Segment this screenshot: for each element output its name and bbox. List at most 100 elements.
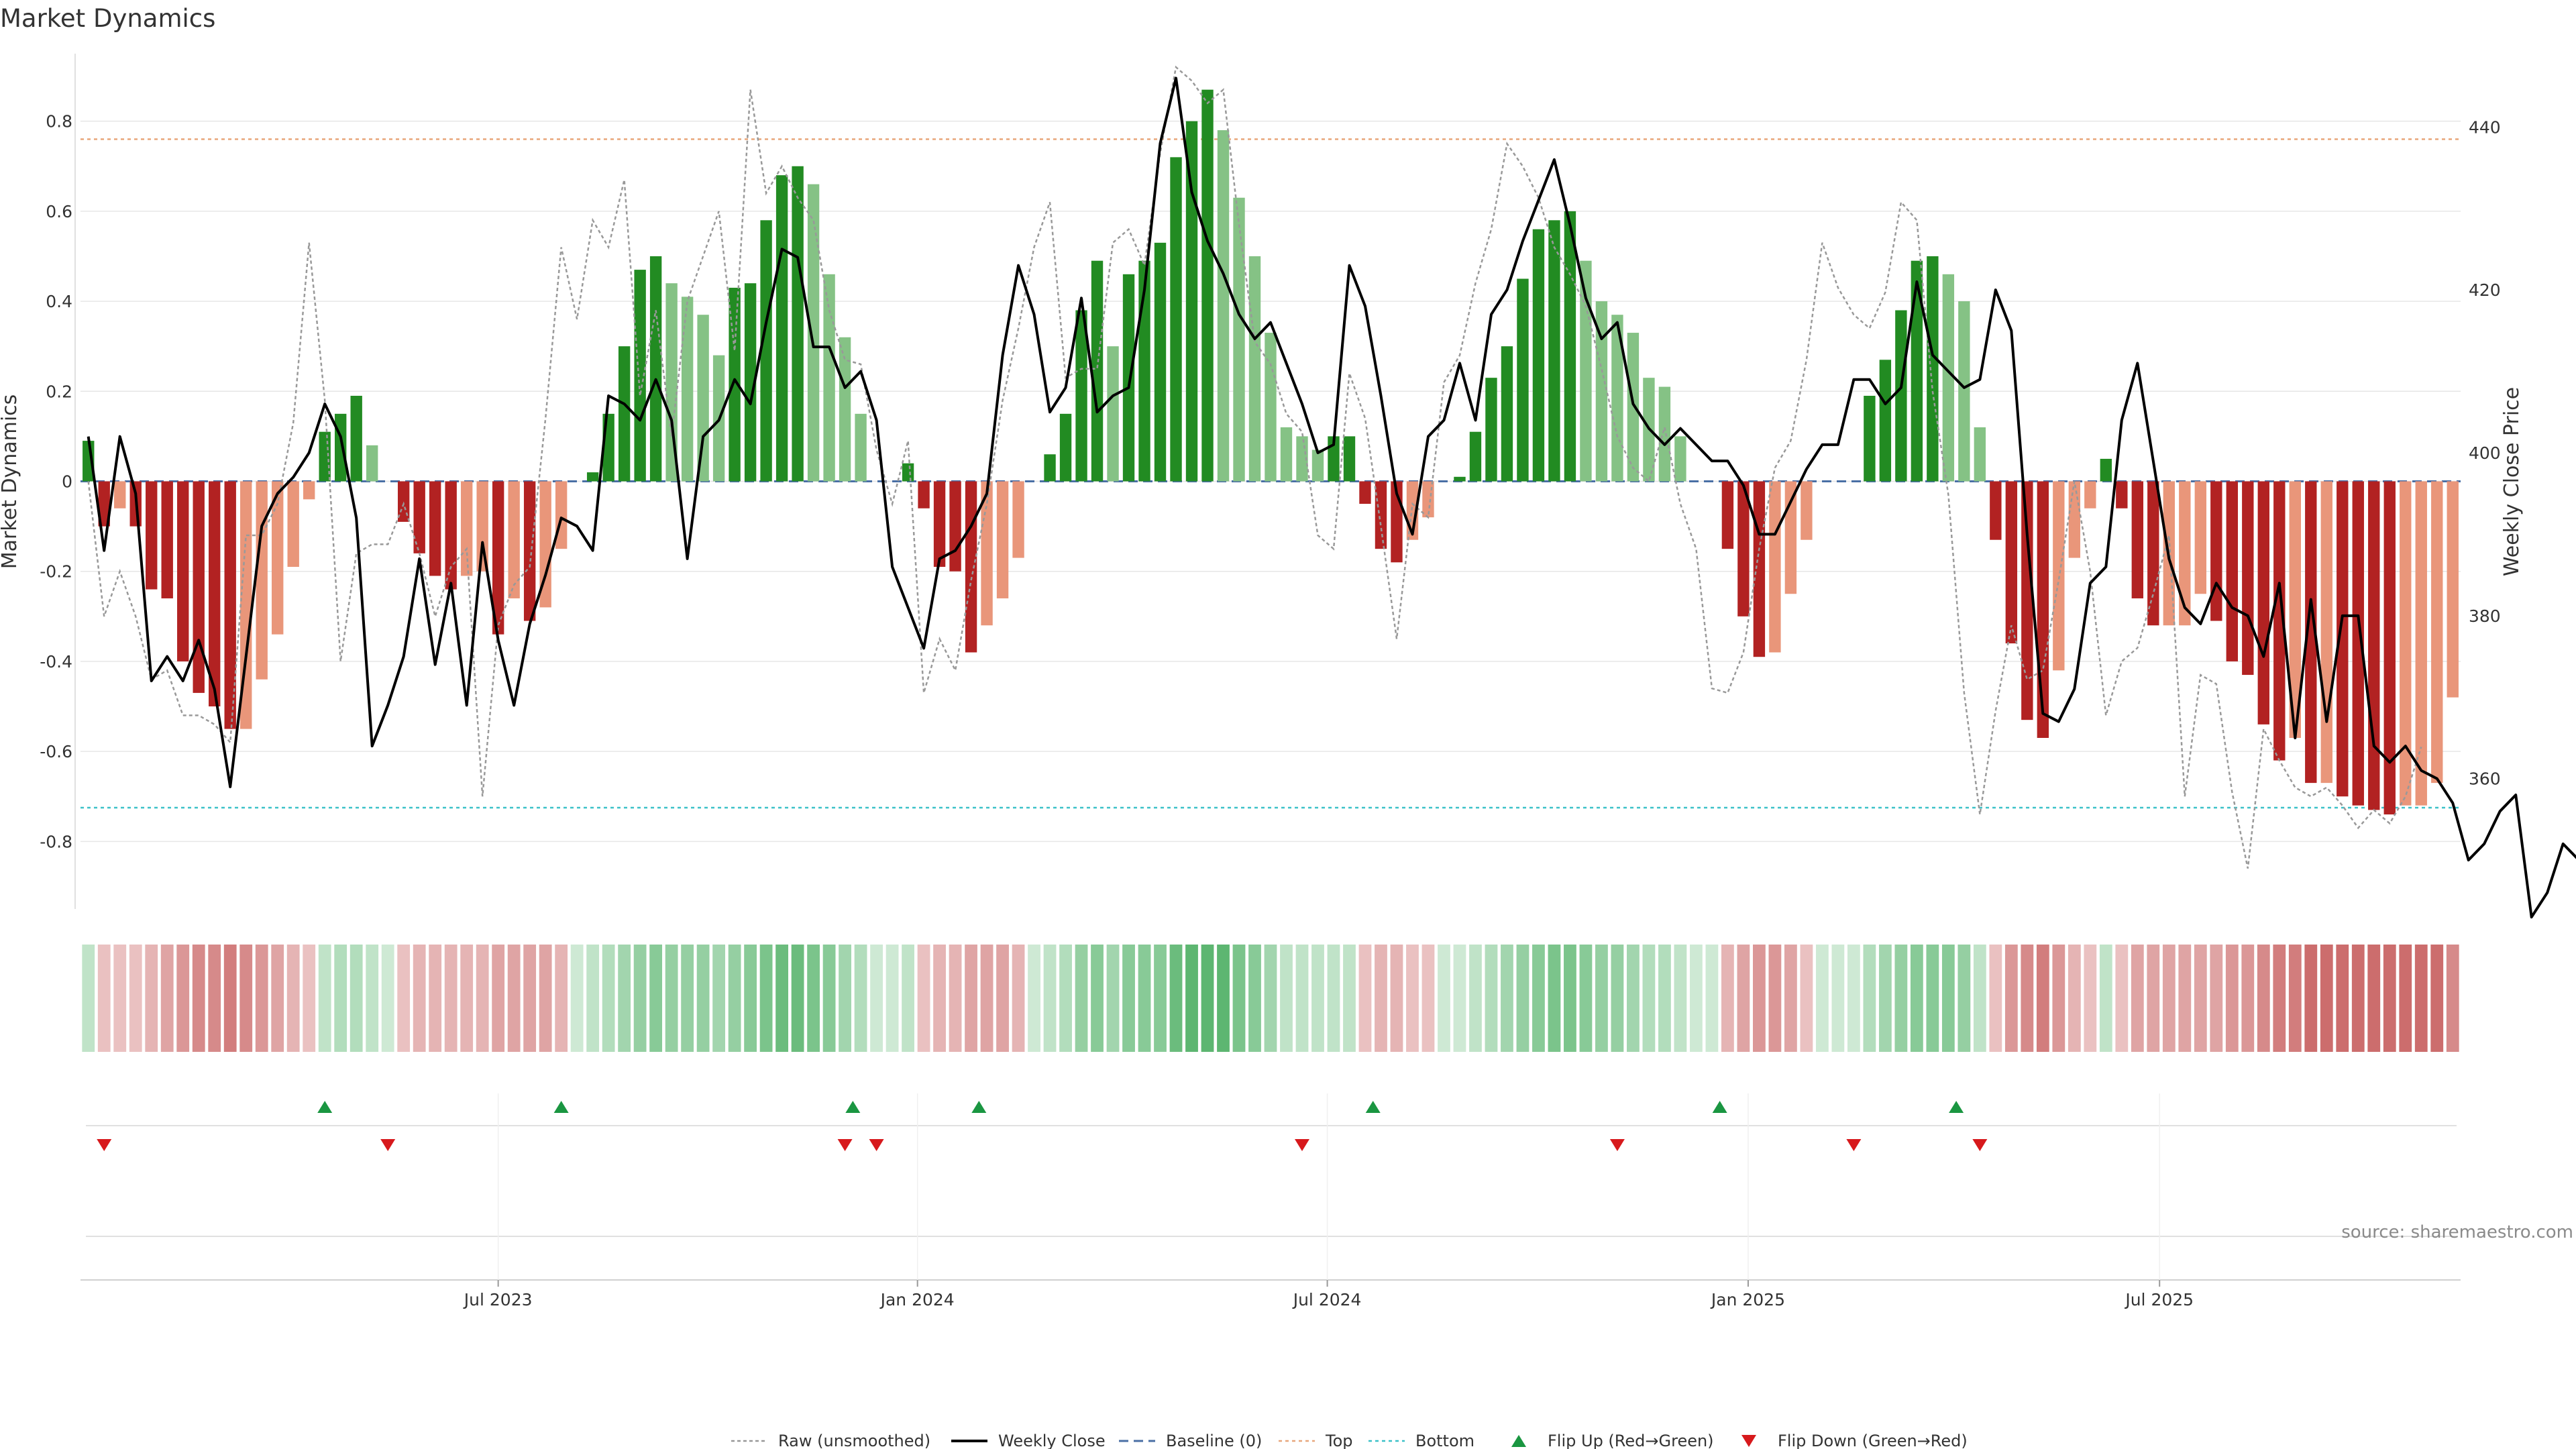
flip-up-marker: [317, 1101, 333, 1113]
x-tick-label: Jul 2024: [1292, 1290, 1362, 1309]
strip-cell: [2383, 945, 2396, 1052]
bar: [1942, 274, 1955, 482]
bar: [224, 481, 236, 729]
strip-cell: [1169, 945, 1183, 1052]
bar: [855, 413, 867, 482]
strip-cell: [303, 945, 316, 1052]
chart-title: Market Dynamics: [0, 4, 215, 33]
bar: [697, 315, 709, 482]
strip-cell: [2178, 945, 2192, 1052]
strip-cell: [1674, 945, 1687, 1052]
strip-cell: [2068, 945, 2081, 1052]
strip-cell: [160, 945, 174, 1052]
strip-cell: [1516, 945, 1529, 1052]
strip-cell: [980, 945, 994, 1052]
x-tick-label: Jul 2025: [2124, 1290, 2194, 1309]
bar: [2242, 481, 2254, 676]
strip-cell: [2288, 945, 2302, 1052]
strip-cell: [602, 945, 615, 1052]
y-tick-left: 0.6: [46, 202, 72, 221]
strip-cell: [113, 945, 127, 1052]
bar: [1927, 256, 1939, 482]
strip-cell: [2147, 945, 2160, 1052]
bar: [586, 472, 599, 482]
strip-cell: [1926, 945, 1939, 1052]
bar: [193, 481, 205, 693]
strip-cell: [1501, 945, 1513, 1052]
bar: [2147, 481, 2159, 626]
strip-cell: [1154, 945, 1167, 1052]
bar: [1280, 427, 1293, 482]
legend-item-raw: Raw (unsmoothed): [731, 1432, 930, 1449]
bar: [1864, 396, 1876, 482]
strip-cell: [1438, 945, 1450, 1052]
bar: [775, 175, 788, 482]
strip-cell: [1295, 945, 1309, 1052]
strip-cell: [728, 945, 741, 1052]
bar: [1170, 157, 1182, 482]
bar: [287, 481, 299, 567]
strip-cell: [476, 945, 489, 1052]
strip-cell: [1721, 945, 1734, 1052]
strip-cell: [2257, 945, 2270, 1052]
bar: [1627, 333, 1640, 482]
strip-cell: [286, 945, 300, 1052]
strip-cell: [1185, 945, 1198, 1052]
strip-cell: [1059, 945, 1072, 1052]
y-tick-right: 420: [2469, 280, 2501, 300]
strip-cell: [2084, 945, 2097, 1052]
strip-cell: [996, 945, 1009, 1052]
strip-cell: [1201, 945, 1214, 1052]
bar: [240, 481, 252, 729]
strip-cell: [902, 945, 914, 1052]
bar: [1990, 481, 2002, 540]
bar: [272, 481, 284, 635]
bar: [1674, 436, 1686, 482]
flip-up-marker: [1365, 1101, 1381, 1113]
strip-cell: [2225, 945, 2239, 1052]
bar: [649, 256, 662, 482]
strip-cell: [791, 945, 804, 1052]
strip-cell: [696, 945, 710, 1052]
strip-cell: [2021, 945, 2034, 1052]
bar: [665, 283, 678, 482]
bar: [2400, 481, 2412, 806]
strip-cell: [223, 945, 237, 1052]
strip-cell: [523, 945, 537, 1052]
strip-cell: [318, 945, 331, 1052]
bar: [1454, 476, 1466, 482]
y-tick-left: -0.6: [40, 742, 72, 761]
strip-cell: [1989, 945, 2002, 1052]
legend-item-top: Top: [1279, 1432, 1353, 1449]
x-tick-label: Jul 2023: [463, 1290, 533, 1309]
weekly-close-series: [87, 76, 2576, 919]
bar: [1974, 427, 1986, 482]
flip-up-marker: [553, 1101, 569, 1113]
strip-cell: [949, 945, 962, 1052]
bar: [618, 346, 631, 482]
strip-cell: [1847, 945, 1860, 1052]
bar: [1958, 301, 1970, 482]
y-tick-left: 0.8: [46, 112, 72, 131]
bar: [1233, 197, 1245, 482]
bar: [634, 270, 646, 482]
bar: [1548, 220, 1560, 482]
market-dynamics-bars: [83, 89, 2459, 815]
bar: [1248, 256, 1261, 482]
strip-cell: [444, 945, 458, 1052]
bar: [2194, 481, 2206, 594]
bar: [1580, 260, 1592, 482]
strip-cell: [1122, 945, 1135, 1052]
flip-markers: [86, 1101, 2457, 1237]
strip-cell: [1737, 945, 1750, 1052]
strip-cell: [2162, 945, 2176, 1052]
flip-down-marker: [1846, 1139, 1862, 1151]
flip-up-marker: [1712, 1101, 1727, 1113]
strip-cell: [145, 945, 158, 1052]
strip-cell: [129, 945, 142, 1052]
strip-cell: [681, 945, 694, 1052]
weekly-close-line: [87, 76, 2576, 919]
bar: [429, 481, 441, 576]
bar: [933, 481, 946, 567]
